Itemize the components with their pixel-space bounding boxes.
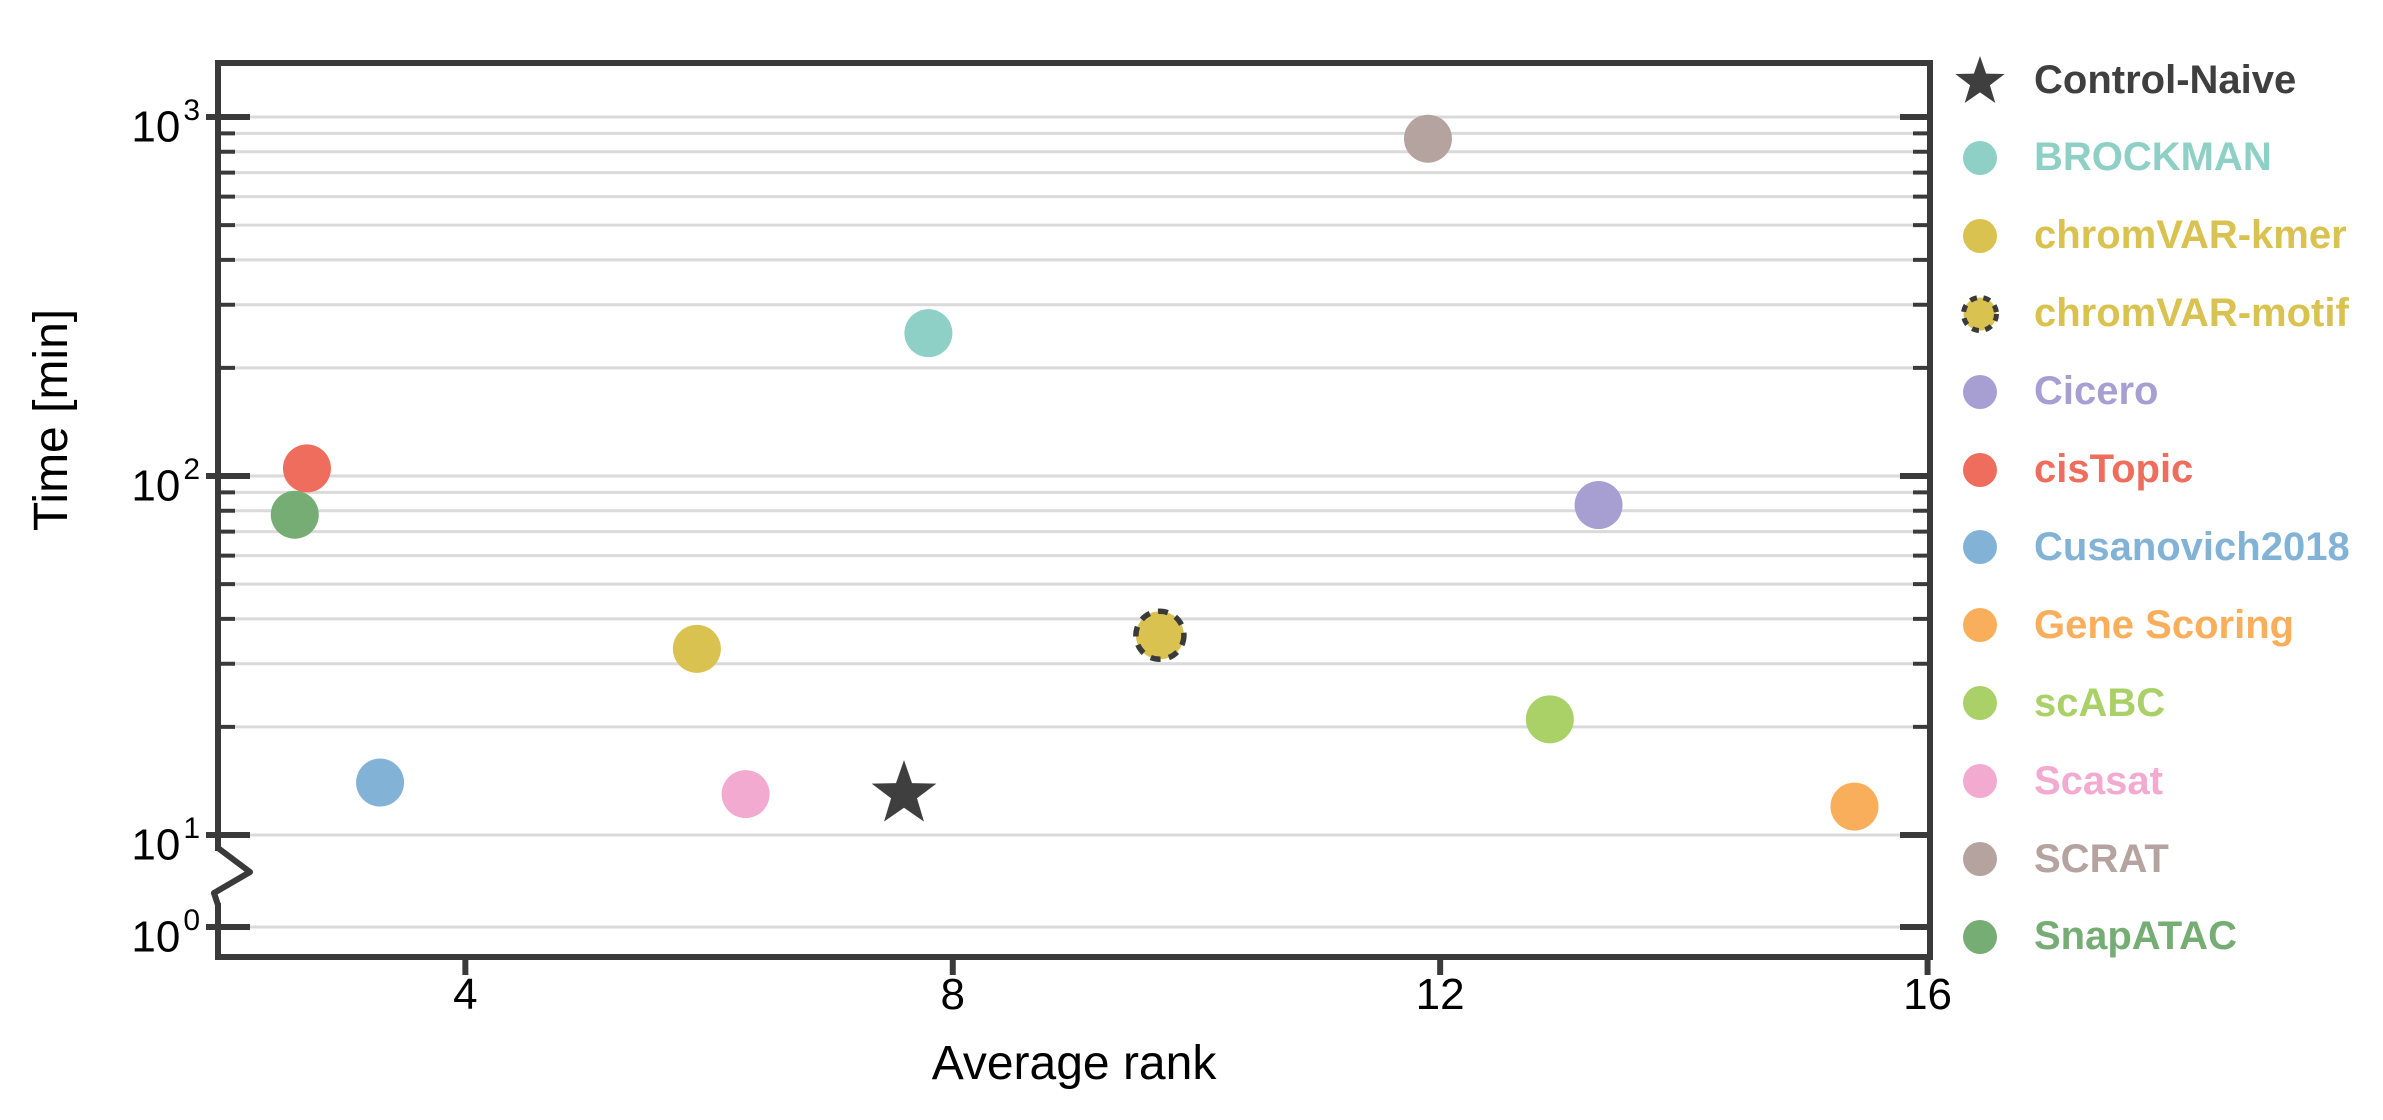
legend-label: scABC bbox=[2034, 680, 2166, 725]
y-tick-label-10e0: 10 0 bbox=[131, 904, 200, 962]
y-tick-label-10e1: 10 1 bbox=[131, 812, 200, 870]
legend-marker-circle-icon bbox=[1963, 686, 1997, 721]
legend-marker-shape bbox=[1963, 919, 1997, 954]
point-snapatac bbox=[270, 490, 319, 539]
x-tick-label-4: 4 bbox=[453, 970, 478, 1019]
legend-marker-star-icon bbox=[1955, 56, 2005, 103]
legend-label: Cicero bbox=[2034, 369, 2159, 414]
legend-label: BROCKMAN bbox=[2034, 135, 2272, 180]
legend-marker-circle-icon bbox=[1963, 919, 1997, 954]
point-cistopic bbox=[282, 444, 331, 493]
legend-item-scasat: Scasat bbox=[1952, 753, 2163, 809]
legend-marker-shape bbox=[1963, 140, 1997, 175]
legend-item-scrat: SCRAT bbox=[1952, 831, 2169, 887]
legend-item-chromvar-kmer: chromVAR-kmer bbox=[1952, 208, 2347, 264]
y-axis-label: Time [min] bbox=[25, 308, 78, 532]
legend-label: Cusanovich2018 bbox=[2034, 524, 2350, 569]
x-tick-label-12: 12 bbox=[1415, 970, 1465, 1019]
legend-item-scabc: scABC bbox=[1952, 675, 2165, 731]
legend-marker-circle-icon bbox=[1963, 374, 1997, 409]
legend-item-cusanovich2018: Cusanovich2018 bbox=[1952, 519, 2350, 575]
point-scabc bbox=[1525, 695, 1574, 744]
point-control-naive bbox=[871, 760, 937, 822]
legend-marker-shape bbox=[1961, 294, 1999, 333]
legend-label: SCRAT bbox=[2034, 836, 2169, 881]
legend-marker-shape bbox=[1963, 686, 1997, 721]
legend-marker-circle-icon bbox=[1963, 140, 1997, 175]
legend-marker-shape bbox=[1963, 842, 1997, 876]
point-scasat bbox=[721, 770, 770, 819]
legend-item-cistopic: cisTopic bbox=[1952, 442, 2193, 498]
point-cicero bbox=[1574, 481, 1623, 530]
x-tick-label-16: 16 bbox=[1903, 970, 1953, 1019]
legend-marker-circle-icon bbox=[1963, 764, 1997, 799]
legend-marker-circle-icon bbox=[1963, 452, 1997, 487]
legend-marker-shape bbox=[1963, 374, 1997, 409]
point-chromvar-kmer bbox=[672, 624, 721, 673]
legend-label: Control-Naive bbox=[2034, 57, 2297, 102]
legend-marker-circle-icon bbox=[1963, 608, 1997, 643]
legend-label: cisTopic bbox=[2034, 447, 2194, 491]
legend-label: Scasat bbox=[2034, 758, 2163, 803]
legend-label: chromVAR-motif bbox=[2034, 291, 2349, 336]
point-chromvar-motif bbox=[1133, 608, 1187, 663]
x-axis-label: Average rank bbox=[931, 1037, 1217, 1090]
legend-marker-shape bbox=[1963, 608, 1997, 643]
legend-marker-circle-icon bbox=[1963, 218, 1997, 253]
legend-marker-shape bbox=[1963, 218, 1997, 253]
legend-item-control-naive: Control-Naive bbox=[1952, 52, 2296, 108]
point-scrat bbox=[1403, 114, 1452, 163]
legend-marker-shape bbox=[1963, 530, 1997, 565]
point-gene-scoring bbox=[1830, 782, 1879, 831]
legend-marker-circle-icon bbox=[1963, 842, 1997, 876]
legend-label: Gene Scoring bbox=[2034, 602, 2295, 647]
legend-item-brockman: BROCKMAN bbox=[1952, 130, 2272, 186]
y-axis-break-icon bbox=[211, 845, 253, 908]
point-cusanovich2018 bbox=[356, 758, 405, 807]
legend-marker-shape bbox=[1963, 764, 1997, 799]
legend-item-cicero: Cicero bbox=[1952, 364, 2159, 420]
legend-label: SnapATAC bbox=[2034, 914, 2237, 959]
y-tick-label-10e2: 10 2 bbox=[131, 453, 200, 511]
legend-marker-circle-dashed-icon bbox=[1961, 294, 1999, 333]
legend-marker-shape bbox=[1955, 56, 2005, 103]
legend-item-snapatac: SnapATAC bbox=[1952, 909, 2237, 965]
point-brockman bbox=[904, 309, 953, 358]
legend-marker-shape bbox=[1963, 452, 1997, 487]
legend-marker-circle-icon bbox=[1963, 530, 1997, 565]
x-tick-label-8: 8 bbox=[940, 970, 965, 1019]
legend-item-chromvar-motif: chromVAR-motif bbox=[1952, 286, 2349, 342]
legend-label: chromVAR-kmer bbox=[2034, 213, 2347, 258]
y-tick-label-10e3: 10 3 bbox=[131, 94, 200, 152]
legend-item-gene-scoring: Gene Scoring bbox=[1952, 597, 2294, 653]
